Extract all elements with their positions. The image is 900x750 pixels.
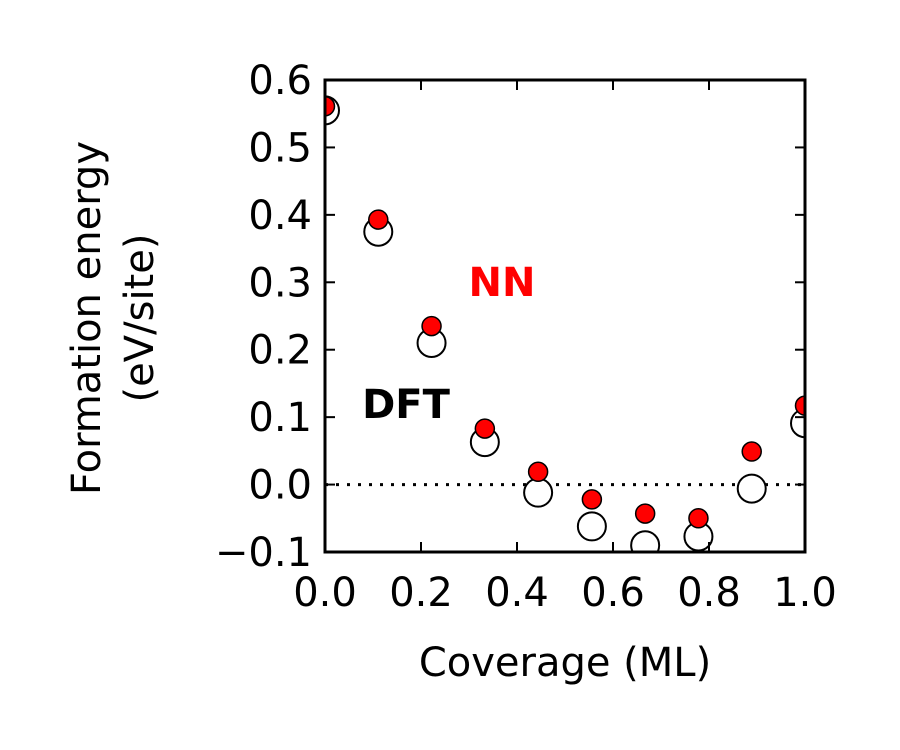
point-dft-8 <box>736 473 767 504</box>
point-nn-6 <box>634 503 656 524</box>
y-axis-title-line2: (eV/site) <box>117 234 163 403</box>
y-tick-label-4: 0.3 <box>248 260 312 306</box>
x-axis-title: Coverage (ML) <box>419 640 711 686</box>
point-nn-7 <box>688 508 709 529</box>
plot-frame <box>323 78 807 554</box>
point-nn-9 <box>794 395 805 416</box>
series-label-dft: DFT <box>362 382 451 428</box>
point-nn-8 <box>741 441 762 462</box>
y-axis-title: Formation energy (eV/site) <box>64 141 163 495</box>
markers <box>325 95 805 552</box>
x-tick-label-4: 0.8 <box>677 570 741 616</box>
point-dft-4 <box>523 477 554 508</box>
tick-labels: 0.0 0.2 0.4 0.6 0.8 1.0−0.10.00.10.20.30.40.5… <box>215 58 837 616</box>
ticks <box>324 79 806 553</box>
point-nn-1 <box>368 209 389 230</box>
y-tick-label-0: −0.1 <box>215 530 312 576</box>
x-tick-label-1: 0.2 <box>389 570 453 616</box>
point-dft-5 <box>576 511 607 542</box>
x-tick-label-3: 0.6 <box>581 570 645 616</box>
point-nn-3 <box>474 418 496 439</box>
point-nn-2 <box>421 315 442 337</box>
y-tick-label-3: 0.2 <box>248 328 312 374</box>
point-nn-0 <box>325 96 336 117</box>
y-tick-label-5: 0.4 <box>248 193 312 239</box>
plot-area <box>323 78 807 554</box>
y-tick-label-2: 0.1 <box>248 395 312 441</box>
y-tick-label-1: 0.0 <box>248 463 312 509</box>
point-nn-4 <box>527 461 549 483</box>
series-label-nn: NN <box>469 260 536 306</box>
point-nn-5 <box>581 489 603 510</box>
x-tick-label-0: 0.0 <box>293 570 357 616</box>
y-tick-label-7: 0.6 <box>248 58 312 104</box>
y-axis-title-line1: Formation energy <box>64 141 110 495</box>
point-dft-6 <box>630 530 661 552</box>
x-tick-label-2: 0.4 <box>485 570 549 616</box>
y-tick-label-6: 0.5 <box>248 125 312 171</box>
x-tick-label-5: 1.0 <box>773 570 837 616</box>
